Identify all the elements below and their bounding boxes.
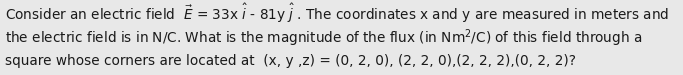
Text: square whose corners are located at  (x, y ,z) = (0, 2, 0), (2, 2, 0),(2, 2, 2),: square whose corners are located at (x, … — [5, 54, 576, 68]
Text: Consider an electric field  $\vec{E}$ = 33x $\hat{i}$ - 81y $\hat{j}$ . The coor: Consider an electric field $\vec{E}$ = 3… — [5, 2, 670, 25]
Text: the electric field is in N/C. What is the magnitude of the flux (in Nm$^2$/C) of: the electric field is in N/C. What is th… — [5, 28, 643, 49]
